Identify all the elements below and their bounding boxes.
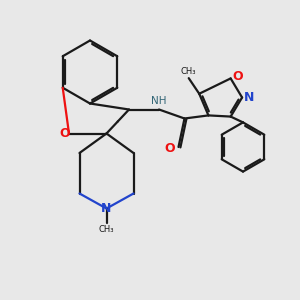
Text: CH₃: CH₃ [181,67,197,76]
Text: O: O [232,70,243,83]
Text: O: O [59,127,70,140]
Text: O: O [165,142,176,155]
Text: N: N [101,202,112,215]
Text: CH₃: CH₃ [99,225,114,234]
Text: N: N [244,91,254,104]
Text: NH: NH [151,96,166,106]
